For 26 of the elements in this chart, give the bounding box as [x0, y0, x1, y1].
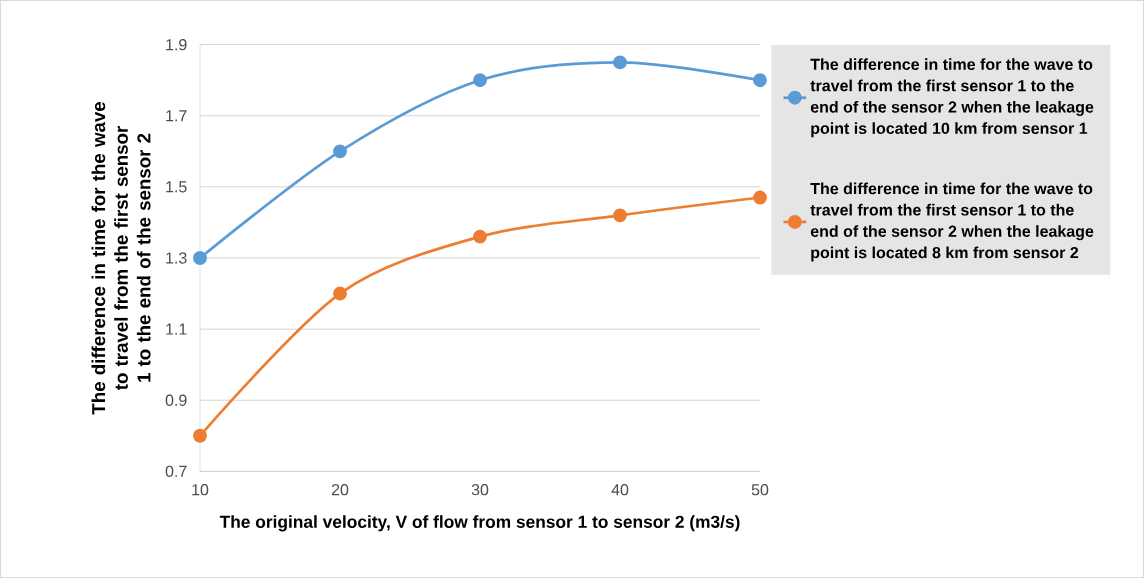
legend-label: The difference in time for the wave to travel from the first sensor 1 to the end of the sensor 2 when the leakage point is located 10 km from sensor 1 — [810, 58, 1094, 138]
y-tick-label: 0.7 — [165, 465, 187, 477]
y-tick-label: 1.3 — [166, 252, 187, 264]
y-tick-label: 0.9 — [165, 394, 187, 406]
x-tick-label: 30 — [471, 484, 489, 496]
y-tick-label: 1.5 — [166, 181, 187, 193]
x-axis-title: The original velocity, V of flow from sensor 1 to sensor 2 (m3/s) — [219, 515, 740, 532]
x-tick-label: 40 — [611, 484, 629, 496]
point — [753, 190, 767, 205]
x-tick-label: 10 — [192, 484, 209, 496]
point — [333, 144, 347, 159]
y-tick-label: 1.9 — [166, 39, 187, 51]
point — [753, 73, 767, 88]
y-axis-title: The difference in time for the wave to travel from the first sensor 1 to the end of the sensor 2 — [91, 102, 151, 415]
point — [333, 286, 347, 301]
point — [473, 229, 487, 244]
x-tick-label: 20 — [331, 484, 349, 496]
y-tick-label: 1.1 — [166, 323, 187, 335]
y-tick-label: 1.7 — [166, 110, 187, 122]
point — [193, 428, 207, 443]
point — [193, 251, 207, 265]
x-tick-label: 50 — [751, 484, 769, 496]
point — [613, 55, 627, 70]
legend-label: The difference in time for the wave to travel from the first sensor 1 to the end of the sensor 2 when the leakage point is located 8 km from sensor 2 — [810, 182, 1094, 262]
point — [613, 208, 627, 223]
point — [473, 73, 487, 88]
